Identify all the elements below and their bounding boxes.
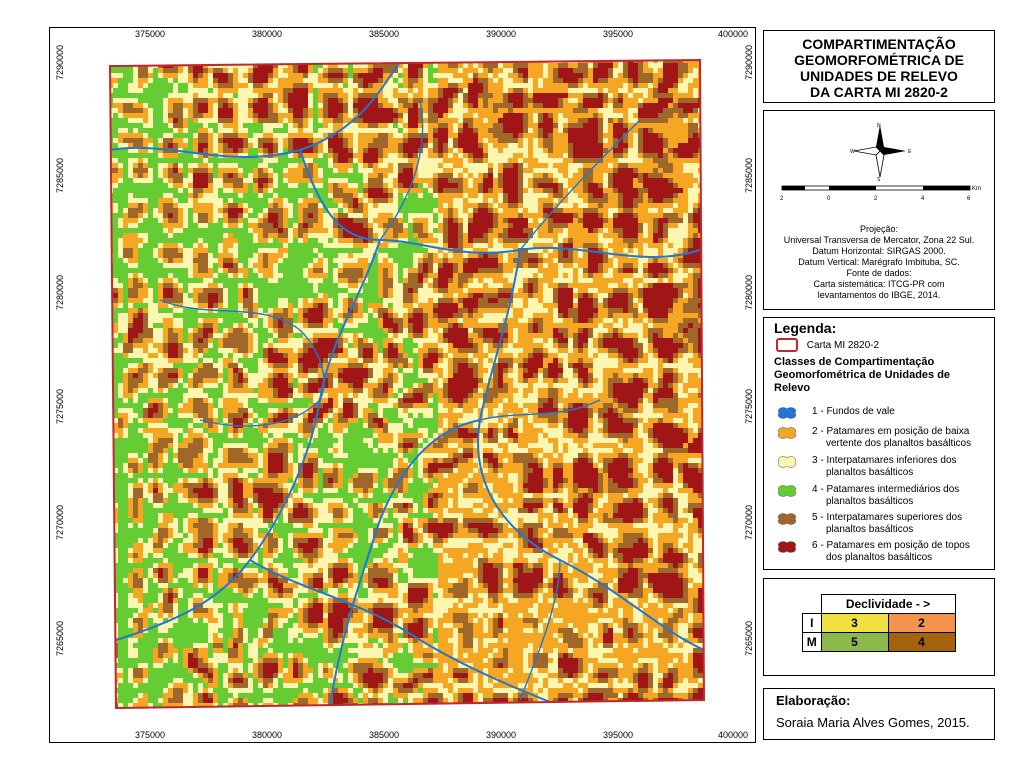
info-line-7: levantamentos do IBGE, 2014. — [817, 290, 941, 300]
legend-item-2-line-2: vertente dos planaltos basálticos — [826, 438, 972, 449]
info-panel: N S E W 2 0 2 4 6 Km Projeção: Universal… — [763, 110, 995, 310]
slope-row-label-2: M — [802, 632, 822, 652]
north-arrow-icon: N S E W 2 0 2 4 6 Km — [780, 123, 981, 202]
info-line-2: Universal Transversa de Mercator, Zona 2… — [783, 235, 975, 245]
slope-cell-1-1: 3 — [820, 613, 889, 633]
boundary-swatch — [776, 338, 798, 352]
class-3-swatch — [778, 456, 796, 468]
classes-title-line-1: Classes de Compartimentação — [774, 356, 935, 368]
x-tick-bottom-4: 390000 — [486, 730, 517, 740]
slope-row-label-1: I — [802, 613, 822, 633]
sheet-boundary — [108, 58, 706, 710]
class-1-swatch — [778, 407, 796, 419]
scale-label-5: 6 — [967, 196, 971, 202]
x-tick-bottom-5: 395000 — [603, 730, 634, 740]
map-title-line-3: UNIDADES DE RELEVO — [800, 68, 958, 84]
river-line — [479, 399, 601, 421]
scale-unit: Km — [972, 186, 981, 192]
legend-title: Legenda: — [774, 320, 837, 336]
classes-title-line-2: Geomorfométrica de Unidades de — [774, 369, 951, 381]
legend-panel: Legenda: Carta MI 2820-2 Classes de Comp… — [763, 317, 995, 570]
legend-item-6-line-2: dos planaltos basálticos — [826, 552, 933, 563]
river-line — [477, 249, 704, 651]
class-6-swatch — [778, 541, 796, 553]
slope-panel: Declividade - > I 3 2 M 5 4 — [763, 578, 995, 676]
legend-item-4-line-1: 4 - Patamares intermediários dos — [812, 484, 960, 495]
scale-label-2: 0 — [827, 196, 831, 202]
slope-cell-2-2: 4 — [887, 632, 956, 652]
river-line — [379, 99, 424, 241]
slope-corner — [802, 594, 822, 614]
drainage-network — [110, 61, 704, 707]
x-tick-bottom-2: 380000 — [252, 730, 283, 740]
map-title-line-4: DA CARTA MI 2820-2 — [810, 84, 948, 100]
x-tick-bottom-1: 375000 — [135, 730, 166, 740]
x-tick-top-1: 375000 — [135, 29, 166, 39]
info-line-4: Datum Vertical: Marégrafo Imbituba, SC. — [798, 257, 960, 267]
river-line — [199, 399, 321, 427]
title-panel: COMPARTIMENTAÇÃO GEOMORFOMÉTRICA DE UNID… — [763, 30, 995, 103]
boundary-label: Carta MI 2820-2 — [806, 339, 880, 351]
map-title: COMPARTIMENTAÇÃO GEOMORFOMÉTRICA DE UNID… — [764, 31, 994, 100]
east-label: E — [908, 149, 912, 155]
legend-boundary-item: Carta MI 2820-2 — [776, 338, 879, 352]
scale-label-4: 4 — [921, 196, 925, 202]
river-line — [115, 239, 381, 641]
map-title-line-1: COMPARTIMENTAÇÃO — [802, 36, 956, 52]
river-line — [159, 299, 325, 401]
class-5-swatch — [778, 513, 796, 525]
slope-cell-1-2: 2 — [887, 613, 956, 633]
river-line — [249, 559, 561, 707]
x-tick-top-5: 395000 — [603, 29, 634, 39]
info-line-1: Projeção: — [859, 224, 899, 234]
x-tick-top-6: 400000 — [718, 29, 749, 39]
class-2-swatch — [778, 427, 796, 439]
relief-class-raster — [110, 60, 704, 708]
x-tick-top-3: 385000 — [369, 29, 400, 39]
credits-panel: Elaboração: Soraia Maria Alves Gomes, 20… — [763, 688, 995, 740]
river-line — [519, 559, 561, 701]
river-line — [329, 419, 481, 707]
map-title-line-2: GEOMORFOMÉTRICA DE — [794, 52, 964, 68]
class-4-swatch — [778, 485, 796, 497]
river-line — [110, 61, 401, 159]
river-line — [519, 119, 641, 251]
slope-table: Declividade - > I 3 2 M 5 4 — [802, 594, 956, 652]
classes-title-line-3: Relevo — [774, 382, 811, 394]
legend-item-3-line-2: planaltos basálticos — [826, 467, 914, 478]
legend-item-1-line-1: 1 - Fundos de vale — [812, 406, 895, 417]
x-tick-bottom-6: 400000 — [718, 730, 749, 740]
scale-bar — [781, 185, 971, 191]
map-frame — [49, 27, 756, 743]
classes-title: Classes de Compartimentação Geomorfométr… — [774, 356, 950, 395]
north-label: N — [877, 123, 881, 129]
info-line-3: Datum Horizontal: SIRGAS 2000. — [812, 246, 946, 256]
legend-item-4-line-2: planaltos basálticos — [826, 496, 914, 507]
slope-cell-2-1: 5 — [820, 632, 889, 652]
x-tick-top-4: 390000 — [486, 29, 517, 39]
credits-author: Soraia Maria Alves Gomes, 2015. — [776, 715, 970, 730]
x-tick-bottom-3: 385000 — [369, 730, 400, 740]
info-line-6: Carta sistemática: ITCG-PR com — [813, 279, 945, 289]
x-tick-top-2: 380000 — [252, 29, 283, 39]
info-line-5: Fonte de dados: — [846, 268, 912, 278]
river-line — [299, 149, 701, 258]
slope-header: Declividade - > — [820, 594, 956, 614]
legend-item-3-line-1: 3 - Interpatamares inferiores dos — [812, 455, 957, 466]
south-label: S — [877, 177, 881, 183]
legend-item-5-line-1: 5 - Interpatamares superiores dos — [812, 512, 963, 523]
west-label: W — [850, 149, 855, 155]
credits-title: Elaboração: — [776, 693, 851, 708]
projection-info: Projeção: Universal Transversa de Mercat… — [764, 224, 994, 301]
legend-item-5-line-2: planaltos basálticos — [826, 524, 914, 535]
legend-item-2-line-1: 2 - Patamares em posição de baixa — [812, 426, 970, 437]
scale-label-1: 2 — [780, 196, 784, 202]
legend-item-6-line-1: 6 - Patamares em posição de topos — [812, 540, 970, 551]
scale-label-3: 2 — [874, 196, 878, 202]
